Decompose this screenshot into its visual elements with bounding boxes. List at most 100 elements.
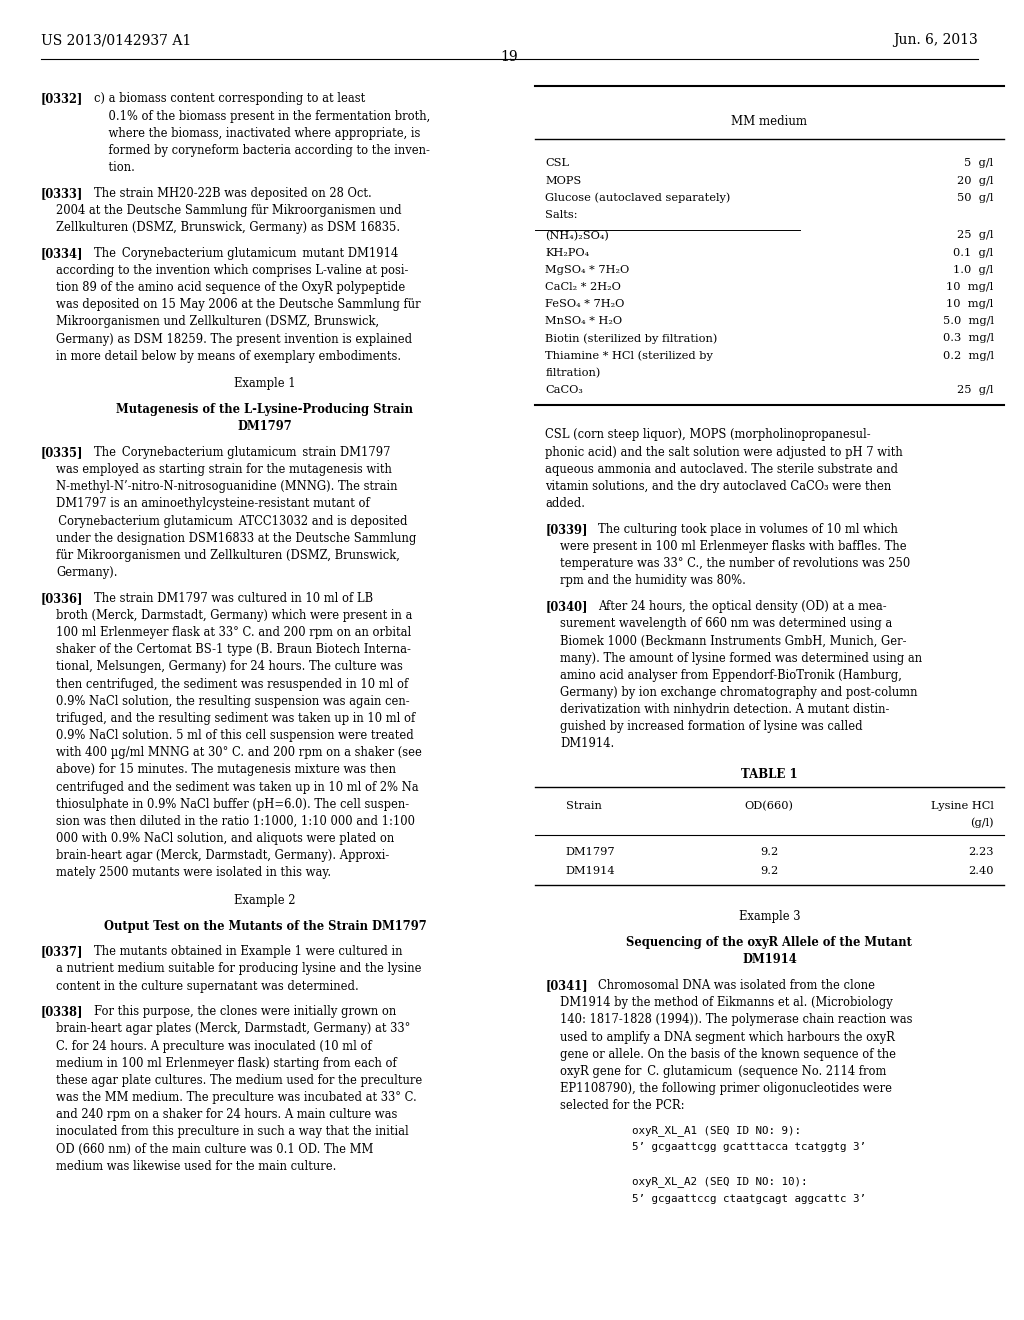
Text: [0341]: [0341] xyxy=(545,979,588,993)
Text: OD (660 nm) of the main culture was 0.1 OD. The MM: OD (660 nm) of the main culture was 0.1 … xyxy=(56,1143,374,1155)
Text: were present in 100 ml Erlenmeyer flasks with baffles. The: were present in 100 ml Erlenmeyer flasks… xyxy=(560,540,907,553)
Text: 2.40: 2.40 xyxy=(968,866,993,875)
Text: 20  g/l: 20 g/l xyxy=(957,176,993,186)
Text: C. for 24 hours. A preculture was inoculated (10 ml of: C. for 24 hours. A preculture was inocul… xyxy=(56,1040,372,1052)
Text: 10  mg/l: 10 mg/l xyxy=(946,300,993,309)
Text: For this purpose, the clones were initially grown on: For this purpose, the clones were initia… xyxy=(94,1006,396,1018)
Text: 5.0  mg/l: 5.0 mg/l xyxy=(942,317,993,326)
Text: mately 2500 mutants were isolated in this way.: mately 2500 mutants were isolated in thi… xyxy=(56,866,331,879)
Text: 5’ gcgaattccg ctaatgcagt aggcattc 3’: 5’ gcgaattccg ctaatgcagt aggcattc 3’ xyxy=(606,1193,866,1204)
Text: 25  g/l: 25 g/l xyxy=(957,231,993,240)
Text: DM1914.: DM1914. xyxy=(560,738,614,750)
Text: filtration): filtration) xyxy=(545,368,600,378)
Text: Biotin (sterilized by filtration): Biotin (sterilized by filtration) xyxy=(545,334,718,345)
Text: aqueous ammonia and autoclaved. The sterile substrate and: aqueous ammonia and autoclaved. The ster… xyxy=(545,463,898,475)
Text: Corynebacterium glutamicum  ATCC13032 and is deposited: Corynebacterium glutamicum ATCC13032 and… xyxy=(56,515,408,528)
Text: according to the invention which comprises L-valine at posi-: according to the invention which compris… xyxy=(56,264,409,277)
Text: oxyR gene for  C. glutamicum  (sequence No. 2114 from: oxyR gene for C. glutamicum (sequence No… xyxy=(560,1065,887,1078)
Text: derivatization with ninhydrin detection. A mutant distin-: derivatization with ninhydrin detection.… xyxy=(560,704,890,715)
Text: DM1914: DM1914 xyxy=(565,866,615,875)
Text: was employed as starting strain for the mutagenesis with: was employed as starting strain for the … xyxy=(56,463,392,477)
Text: 100 ml Erlenmeyer flask at 33° C. and 200 rpm on an orbital: 100 ml Erlenmeyer flask at 33° C. and 20… xyxy=(56,626,412,639)
Text: Mikroorganismen und Zellkulturen (DSMZ, Brunswick,: Mikroorganismen und Zellkulturen (DSMZ, … xyxy=(56,315,379,329)
Text: 2.23: 2.23 xyxy=(968,847,993,857)
Text: [0337]: [0337] xyxy=(41,945,83,958)
Text: Example 1: Example 1 xyxy=(234,378,296,391)
Text: broth (Merck, Darmstadt, Germany) which were present in a: broth (Merck, Darmstadt, Germany) which … xyxy=(56,609,413,622)
Text: Mutagenesis of the L-Lysine-Producing Strain: Mutagenesis of the L-Lysine-Producing St… xyxy=(117,403,414,416)
Text: Jun. 6, 2013: Jun. 6, 2013 xyxy=(894,33,978,48)
Text: content in the culture supernatant was determined.: content in the culture supernatant was d… xyxy=(56,979,358,993)
Text: The  Corynebacterium glutamicum  strain DM1797: The Corynebacterium glutamicum strain DM… xyxy=(94,446,390,459)
Text: surement wavelength of 660 nm was determined using a: surement wavelength of 660 nm was determ… xyxy=(560,618,893,630)
Text: amino acid analyser from Eppendorf-BioTronik (Hamburg,: amino acid analyser from Eppendorf-BioTr… xyxy=(560,669,902,681)
Text: where the biomass, inactivated where appropriate, is: where the biomass, inactivated where app… xyxy=(94,127,420,140)
Text: medium was likewise used for the main culture.: medium was likewise used for the main cu… xyxy=(56,1160,337,1172)
Text: 0.9% NaCl solution, the resulting suspension was again cen-: 0.9% NaCl solution, the resulting suspen… xyxy=(56,694,410,708)
Text: phonic acid) and the salt solution were adjusted to pH 7 with: phonic acid) and the salt solution were … xyxy=(545,446,903,458)
Text: a nutrient medium suitable for producing lysine and the lysine: a nutrient medium suitable for producing… xyxy=(56,962,422,975)
Text: CSL: CSL xyxy=(545,158,569,169)
Text: oxyR_XL_A1 (SEQ ID NO: 9):: oxyR_XL_A1 (SEQ ID NO: 9): xyxy=(606,1125,802,1135)
Text: with 400 µg/ml MNNG at 30° C. and 200 rpm on a shaker (see: with 400 µg/ml MNNG at 30° C. and 200 rp… xyxy=(56,746,422,759)
Text: Glucose (autoclaved separately): Glucose (autoclaved separately) xyxy=(545,193,730,203)
Text: tion.: tion. xyxy=(94,161,134,174)
Text: 2004 at the Deutsche Sammlung für Mikroorganismen und: 2004 at the Deutsche Sammlung für Mikroo… xyxy=(56,205,401,216)
Text: tion 89 of the amino acid sequence of the OxyR polypeptide: tion 89 of the amino acid sequence of th… xyxy=(56,281,406,294)
Text: thiosulphate in 0.9% NaCl buffer (pH=6.0). The cell suspen-: thiosulphate in 0.9% NaCl buffer (pH=6.0… xyxy=(56,797,410,810)
Text: used to amplify a DNA segment which harbours the oxyR: used to amplify a DNA segment which harb… xyxy=(560,1031,895,1044)
Text: DM1797: DM1797 xyxy=(238,420,292,433)
Text: 0.9% NaCl solution. 5 ml of this cell suspension were treated: 0.9% NaCl solution. 5 ml of this cell su… xyxy=(56,729,414,742)
Text: 9.2: 9.2 xyxy=(760,866,778,875)
Text: was deposited on 15 May 2006 at the Deutsche Sammlung für: was deposited on 15 May 2006 at the Deut… xyxy=(56,298,421,312)
Text: Lysine HCl: Lysine HCl xyxy=(931,800,993,810)
Text: US 2013/0142937 A1: US 2013/0142937 A1 xyxy=(41,33,191,48)
Text: 0.1  g/l: 0.1 g/l xyxy=(953,248,993,257)
Text: Output Test on the Mutants of the Strain DM1797: Output Test on the Mutants of the Strain… xyxy=(103,920,426,932)
Text: MnSO₄ * H₂O: MnSO₄ * H₂O xyxy=(545,317,623,326)
Text: N-methyl-N’-nitro-N-nitrosoguanidine (MNNG). The strain: N-methyl-N’-nitro-N-nitrosoguanidine (MN… xyxy=(56,480,397,494)
Text: KH₂PO₄: KH₂PO₄ xyxy=(545,248,589,257)
Text: Salts:: Salts: xyxy=(545,210,578,220)
Text: Zellkulturen (DSMZ, Brunswick, Germany) as DSM 16835.: Zellkulturen (DSMZ, Brunswick, Germany) … xyxy=(56,220,400,234)
Text: Biomek 1000 (Beckmann Instruments GmbH, Munich, Ger-: Biomek 1000 (Beckmann Instruments GmbH, … xyxy=(560,635,907,647)
Text: then centrifuged, the sediment was resuspended in 10 ml of: then centrifuged, the sediment was resus… xyxy=(56,677,409,690)
Text: [0334]: [0334] xyxy=(41,247,83,260)
Text: guished by increased formation of lysine was called: guished by increased formation of lysine… xyxy=(560,721,863,733)
Text: CaCl₂ * 2H₂O: CaCl₂ * 2H₂O xyxy=(545,282,621,292)
Text: [0338]: [0338] xyxy=(41,1006,83,1018)
Text: Example 3: Example 3 xyxy=(738,911,800,924)
Text: Germany) by ion exchange chromatography and post-column: Germany) by ion exchange chromatography … xyxy=(560,686,918,698)
Text: in more detail below by means of exemplary embodiments.: in more detail below by means of exempla… xyxy=(56,350,401,363)
Text: [0335]: [0335] xyxy=(41,446,83,459)
Text: added.: added. xyxy=(545,498,585,510)
Text: 50  g/l: 50 g/l xyxy=(957,193,993,203)
Text: brain-heart agar (Merck, Darmstadt, Germany). Approxi-: brain-heart agar (Merck, Darmstadt, Germ… xyxy=(56,849,389,862)
Text: c) a biomass content corresponding to at least: c) a biomass content corresponding to at… xyxy=(94,92,365,106)
Text: Germany).: Germany). xyxy=(56,566,118,579)
Text: DM1797: DM1797 xyxy=(565,847,615,857)
Text: 25  g/l: 25 g/l xyxy=(957,385,993,395)
Text: CSL (corn steep liquor), MOPS (morpholinopropanesul-: CSL (corn steep liquor), MOPS (morpholin… xyxy=(545,429,870,441)
Text: MM medium: MM medium xyxy=(731,115,807,128)
Text: brain-heart agar plates (Merck, Darmstadt, Germany) at 33°: brain-heart agar plates (Merck, Darmstad… xyxy=(56,1023,411,1035)
Text: Germany) as DSM 18259. The present invention is explained: Germany) as DSM 18259. The present inven… xyxy=(56,333,413,346)
Text: rpm and the humidity was 80%.: rpm and the humidity was 80%. xyxy=(560,574,746,587)
Text: 5  g/l: 5 g/l xyxy=(965,158,993,169)
Text: 10  mg/l: 10 mg/l xyxy=(946,282,993,292)
Text: Strain: Strain xyxy=(565,800,601,810)
Text: CaCO₃: CaCO₃ xyxy=(545,385,583,395)
Text: and 240 rpm on a shaker for 24 hours. A main culture was: and 240 rpm on a shaker for 24 hours. A … xyxy=(56,1109,397,1121)
Text: under the designation DSM16833 at the Deutsche Sammlung: under the designation DSM16833 at the De… xyxy=(56,532,417,545)
Text: DM1914: DM1914 xyxy=(742,953,797,966)
Text: 0.2  mg/l: 0.2 mg/l xyxy=(942,351,993,360)
Text: MOPS: MOPS xyxy=(545,176,582,186)
Text: shaker of the Certomat BS-1 type (B. Braun Biotech Interna-: shaker of the Certomat BS-1 type (B. Bra… xyxy=(56,643,411,656)
Text: The culturing took place in volumes of 10 ml which: The culturing took place in volumes of 1… xyxy=(598,523,898,536)
Text: TABLE 1: TABLE 1 xyxy=(741,768,798,781)
Text: für Mikroorganismen und Zellkulturen (DSMZ, Brunswick,: für Mikroorganismen und Zellkulturen (DS… xyxy=(56,549,400,562)
Text: 000 with 0.9% NaCl solution, and aliquots were plated on: 000 with 0.9% NaCl solution, and aliquot… xyxy=(56,832,394,845)
Text: [0339]: [0339] xyxy=(545,523,588,536)
Text: MgSO₄ * 7H₂O: MgSO₄ * 7H₂O xyxy=(545,265,630,275)
Text: inoculated from this preculture in such a way that the initial: inoculated from this preculture in such … xyxy=(56,1126,409,1138)
